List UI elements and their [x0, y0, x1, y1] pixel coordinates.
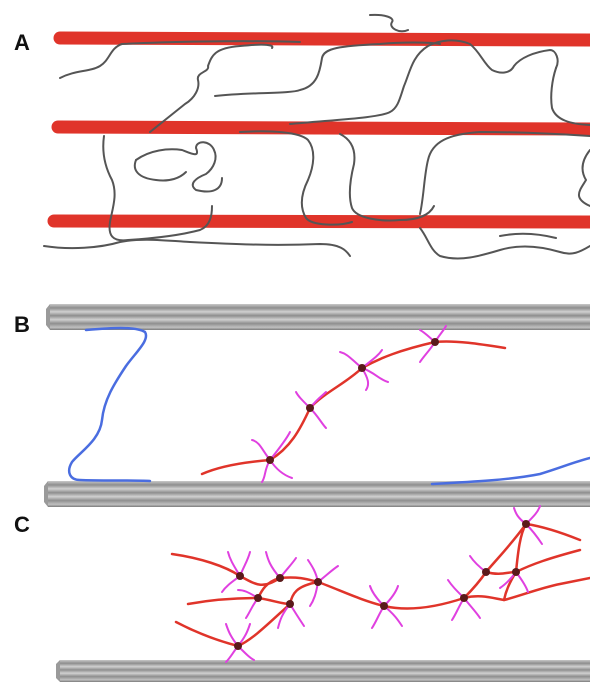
- red-fiber-top: [53, 31, 590, 47]
- gray-chain: [419, 227, 590, 260]
- junction-node: [314, 578, 322, 586]
- gray-chain: [499, 232, 557, 239]
- gray-chain: [239, 130, 353, 226]
- junction-node: [482, 568, 490, 576]
- junction-node: [512, 568, 520, 576]
- junction-node: [306, 404, 314, 412]
- gray-chain: [419, 131, 590, 215]
- gray-chain: [289, 39, 559, 125]
- blue-chain: [430, 456, 590, 486]
- junction-node: [431, 338, 439, 346]
- red-chain-backbone: [200, 340, 507, 476]
- junction-node: [286, 600, 294, 608]
- rod-end-cap: [44, 481, 48, 507]
- blue-chain: [68, 326, 152, 483]
- gray-chain: [369, 13, 409, 33]
- panel-label-b: B: [14, 312, 30, 337]
- red-chain-branch: [484, 548, 582, 576]
- branch-arm: [339, 351, 363, 369]
- branch-arm: [269, 459, 293, 479]
- gray-chain: [149, 43, 274, 133]
- gray-chain: [43, 238, 351, 257]
- red-chain-branch: [186, 596, 292, 606]
- junction-node: [460, 594, 468, 602]
- panel-c: [56, 505, 590, 682]
- rod-end-cap: [46, 304, 50, 330]
- junction-node: [522, 520, 530, 528]
- gray-chain: [339, 133, 435, 222]
- gray-rod-top: [50, 304, 590, 330]
- panel-a: [43, 13, 590, 260]
- red-chain-branch: [502, 570, 518, 602]
- red-fiber-bottom: [47, 214, 590, 229]
- gray-rod-bottom: [48, 481, 590, 507]
- gray-chain: [133, 159, 187, 182]
- junction-node: [358, 364, 366, 372]
- panel-label-a: A: [14, 30, 30, 55]
- gray-chain: [59, 40, 301, 79]
- junction-node: [254, 594, 262, 602]
- junction-node: [236, 572, 244, 580]
- branch-arm: [265, 551, 281, 579]
- junction-node: [234, 642, 242, 650]
- rod-end-cap: [56, 660, 60, 682]
- gray-chain: [135, 141, 223, 193]
- gray-rod-bottom-c: [60, 660, 590, 682]
- gray-chain: [578, 149, 590, 207]
- gray-chain: [214, 41, 441, 97]
- red-fiber-middle: [51, 120, 590, 136]
- panel-label-c: C: [14, 512, 30, 537]
- panel-b: [44, 304, 590, 507]
- junction-node: [276, 574, 284, 582]
- gray-chain: [102, 135, 213, 242]
- red-chain-branch: [462, 522, 582, 600]
- junction-node: [266, 456, 274, 464]
- branch-arm: [251, 439, 271, 461]
- junction-node: [380, 602, 388, 610]
- gray-chain: [550, 67, 590, 126]
- branch-arm: [277, 603, 291, 629]
